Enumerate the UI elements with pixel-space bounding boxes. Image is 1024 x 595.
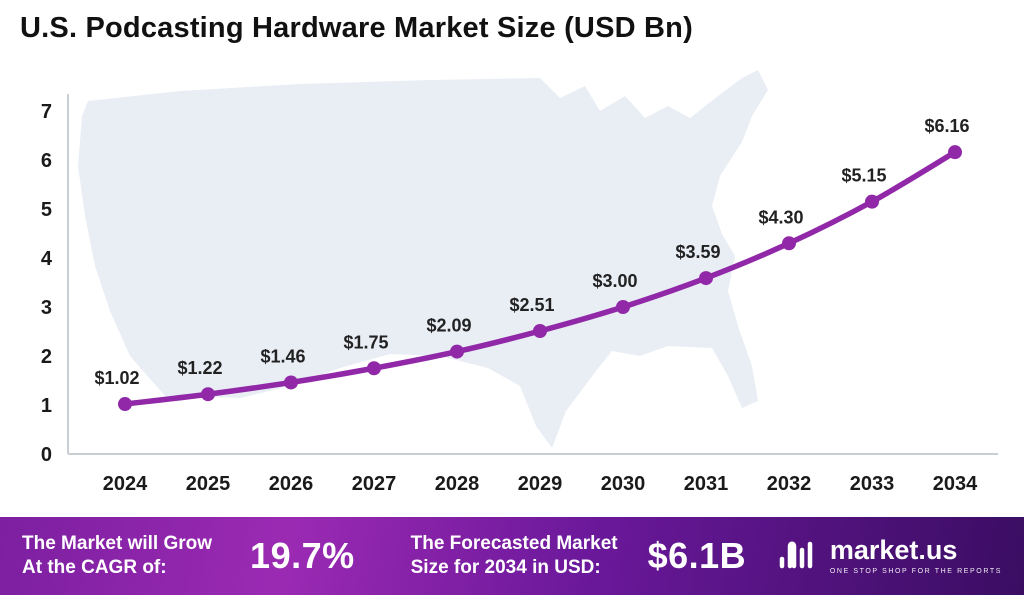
data-label: $4.30 xyxy=(758,207,803,227)
x-tick-label: 2027 xyxy=(352,473,397,495)
forecast-label: The Forecasted Market Size for 2034 in U… xyxy=(411,532,618,580)
brand-text-wrap: market.us ONE STOP SHOP FOR THE REPORTS xyxy=(829,535,1002,576)
market-size-chart: 0 1 2 3 4 5 6 7 2024 2025 2026 2027 2028 2029 2030 2031… xyxy=(41,70,998,495)
data-label: $6.16 xyxy=(924,116,969,136)
x-tick-label: 2028 xyxy=(435,473,480,495)
y-tick-label: 2 xyxy=(41,346,52,368)
x-tick-label: 2032 xyxy=(767,473,812,495)
brand-name: market.us xyxy=(829,535,958,565)
data-point xyxy=(616,300,630,314)
data-label: $3.00 xyxy=(592,271,637,291)
y-tick-label: 7 xyxy=(41,101,52,123)
data-label: $2.09 xyxy=(426,316,471,336)
x-tick-label: 2030 xyxy=(601,473,646,495)
cagr-value: 19.7% xyxy=(250,535,355,576)
data-point xyxy=(367,361,381,376)
data-point xyxy=(284,375,298,390)
y-tick-label: 4 xyxy=(41,248,53,270)
x-tick-label: 2024 xyxy=(103,473,148,495)
y-tick-label: 3 xyxy=(41,297,52,319)
x-tick-label: 2026 xyxy=(269,473,314,495)
y-tick-label: 0 xyxy=(41,444,52,466)
chart-area: 0 1 2 3 4 5 6 7 2024 2025 2026 2027 2028 2029 2030 2031… xyxy=(0,56,1024,517)
x-tick-label: 2033 xyxy=(850,473,895,495)
footer-banner: The Market will Grow At the CAGR of: 19.… xyxy=(0,517,1024,595)
cagr-label: The Market will Grow At the CAGR of: xyxy=(22,532,212,580)
x-tick-label: 2034 xyxy=(933,473,978,495)
us-map-background xyxy=(78,70,768,448)
data-label: $1.22 xyxy=(177,358,222,378)
y-tick-label: 1 xyxy=(41,395,52,417)
data-label: $1.46 xyxy=(260,346,305,366)
x-tick-label: 2025 xyxy=(186,473,231,495)
data-label: $1.02 xyxy=(94,368,139,388)
data-point xyxy=(450,344,464,359)
header: U.S. Podcasting Hardware Market Size (US… xyxy=(0,0,1024,56)
page-title: U.S. Podcasting Hardware Market Size (US… xyxy=(20,12,693,44)
data-point xyxy=(118,397,132,412)
forecast-value: $6.1B xyxy=(647,535,747,576)
data-point xyxy=(948,145,962,160)
data-point xyxy=(782,236,796,251)
data-label: $3.59 xyxy=(675,242,720,262)
cagr-label-line1: The Market will Grow xyxy=(22,533,213,555)
brand-tagline: ONE STOP SHOP FOR THE REPORTS xyxy=(829,568,1002,575)
data-point xyxy=(865,194,879,209)
forecast-label-line2: Size for 2034 in USD: xyxy=(410,557,601,578)
forecast-label-line1: The Forecasted Market xyxy=(410,533,618,555)
data-point xyxy=(699,271,713,286)
cagr-label-line2: At the CAGR of: xyxy=(22,557,167,578)
waveform-icon xyxy=(779,541,813,569)
data-label: $1.75 xyxy=(343,332,388,352)
plot-group: 0 1 2 3 4 5 6 7 2024 2025 2026 2027 2028 2029 2030 2031… xyxy=(41,94,998,495)
data-point xyxy=(201,387,215,402)
data-label: $5.15 xyxy=(841,166,886,186)
x-tick-label: 2029 xyxy=(518,473,563,495)
x-tick-label: 2031 xyxy=(684,473,729,495)
y-tick-label: 5 xyxy=(41,199,52,221)
data-point xyxy=(533,324,547,339)
brand-logo: market.us ONE STOP SHOP FOR THE REPORTS xyxy=(776,534,1002,578)
data-label: $2.51 xyxy=(509,295,554,315)
y-tick-label: 6 xyxy=(41,150,52,172)
